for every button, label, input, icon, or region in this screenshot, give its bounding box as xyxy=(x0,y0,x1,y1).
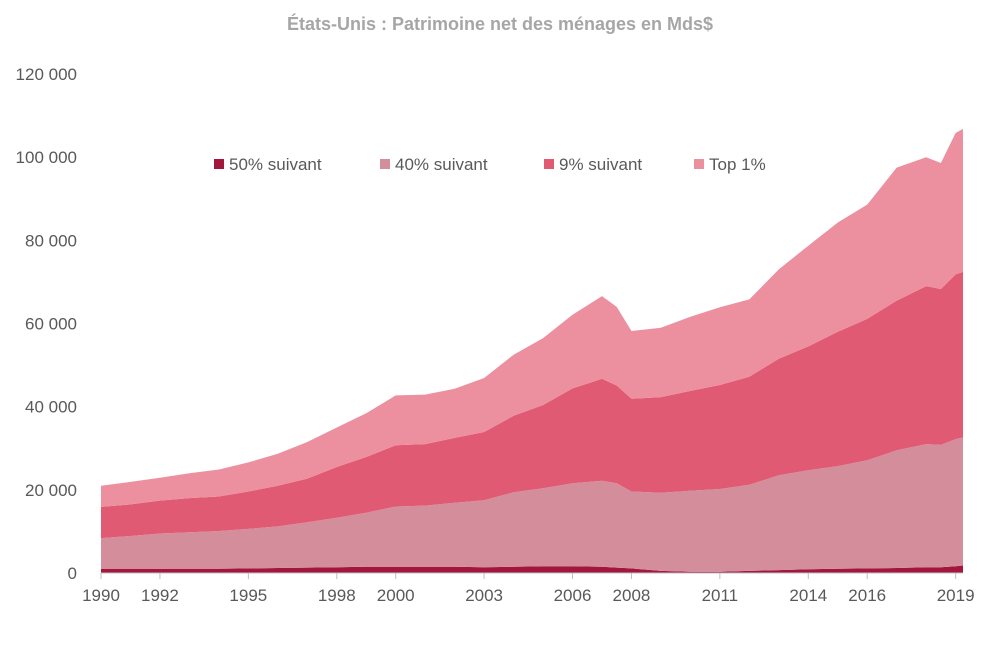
legend-label: 9% suivant xyxy=(559,155,642,174)
area-series-3 xyxy=(101,271,963,539)
legend-swatch xyxy=(214,159,224,169)
legend-swatch xyxy=(380,159,390,169)
y-tick-label: 40 000 xyxy=(25,398,77,417)
x-tick-label: 1990 xyxy=(82,586,120,605)
y-tick-label: 60 000 xyxy=(25,315,77,334)
legend-item: 9% suivant xyxy=(544,155,642,174)
x-tick-label: 2014 xyxy=(789,586,827,605)
area-series-2 xyxy=(101,437,963,572)
y-axis: 0 20 000 40 000 60 000 80 000 100 000 120 000 xyxy=(16,65,77,583)
legend-label: 40% suivant xyxy=(395,155,488,174)
legend-label: Top 1% xyxy=(709,155,766,174)
y-tick-label: 120 000 xyxy=(16,65,77,84)
chart-title: États-Unis : Patrimoine net des ménages … xyxy=(286,14,714,34)
x-tick-label: 2011 xyxy=(702,586,739,605)
legend-item: Top 1% xyxy=(694,155,766,174)
x-tick-label: 2006 xyxy=(554,586,592,605)
area-series-1 xyxy=(101,565,963,573)
legend-swatch xyxy=(544,159,554,169)
y-tick-label: 0 xyxy=(68,564,77,583)
x-tick-label: 1992 xyxy=(141,586,179,605)
y-tick-label: 20 000 xyxy=(25,481,77,500)
x-tick-label: 2008 xyxy=(613,586,651,605)
x-tick-label: 2003 xyxy=(465,586,503,605)
x-axis: 1990 1992 1995 1998 2000 2003 2006 2008 2011 2014… xyxy=(82,572,975,605)
x-tick-label: 1995 xyxy=(229,586,267,605)
x-tick-label: 2000 xyxy=(377,586,415,605)
legend-label: 50% suivant xyxy=(229,155,322,174)
x-tick-label: 1998 xyxy=(318,586,356,605)
y-tick-label: 80 000 xyxy=(25,231,77,250)
area-series-4 xyxy=(101,128,963,507)
series-areas xyxy=(101,128,963,573)
y-tick-label: 100 000 xyxy=(16,148,77,167)
x-tick-label: 2016 xyxy=(848,586,886,605)
legend-item: 40% suivant xyxy=(380,155,488,174)
legend: 50% suivant 40% suivant 9% suivant Top 1% xyxy=(214,155,766,174)
legend-swatch xyxy=(694,159,704,169)
x-tick-label: 2019 xyxy=(937,586,975,605)
legend-item: 50% suivant xyxy=(214,155,322,174)
